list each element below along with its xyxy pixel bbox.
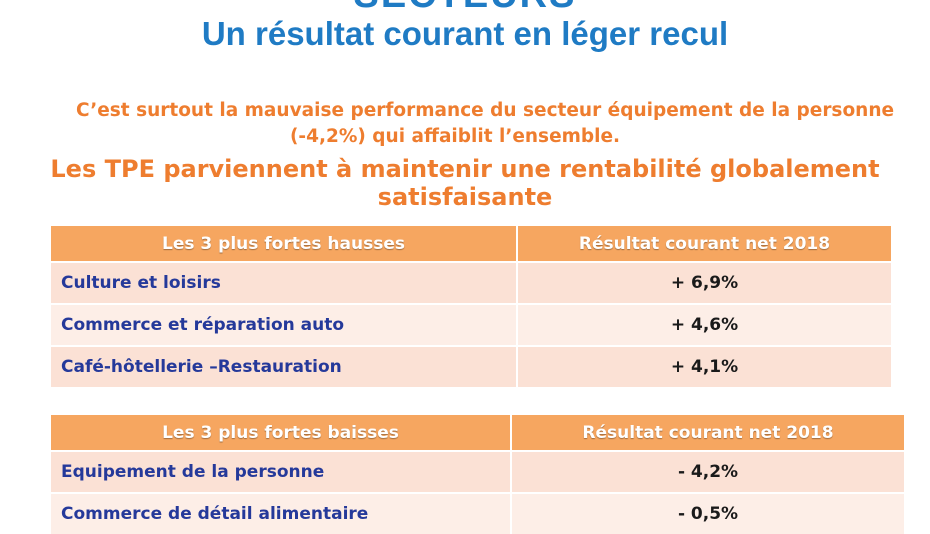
result-value: + 4,6% <box>518 303 891 345</box>
table-row: Commerce et réparation auto + 4,6% <box>51 303 891 345</box>
column-header-result: Résultat courant net 2018 <box>512 415 904 450</box>
column-header-sector: Les 3 plus fortes hausses <box>51 226 518 261</box>
intro-text: C’est surtout la mauvaise performance du… <box>40 98 930 150</box>
sector-label: Culture et loisirs <box>51 261 518 303</box>
sector-label: Commerce de détail alimentaire <box>51 492 512 534</box>
table-header-row: Les 3 plus fortes hausses Résultat coura… <box>51 226 891 261</box>
table-header-row: Les 3 plus fortes baisses Résultat coura… <box>51 415 904 450</box>
result-value: - 0,5% <box>512 492 904 534</box>
sector-label: Equipement de la personne <box>51 450 512 492</box>
table-top-decreases: Les 3 plus fortes baisses Résultat coura… <box>51 415 904 534</box>
slide-top-title: SECTEURS <box>0 0 930 17</box>
sector-label: Café-hôtellerie –Restauration <box>51 345 518 387</box>
table-row: Café-hôtellerie –Restauration + 4,1% <box>51 345 891 387</box>
headline: Les TPE parviennent à maintenir une rent… <box>30 155 900 211</box>
column-header-sector: Les 3 plus fortes baisses <box>51 415 512 450</box>
result-value: - 4,2% <box>512 450 904 492</box>
headline-line-1: Les TPE parviennent à maintenir une rent… <box>50 155 880 183</box>
column-header-result: Résultat courant net 2018 <box>518 226 891 261</box>
table-row: Culture et loisirs + 6,9% <box>51 261 891 303</box>
intro-line-2: (-4,2%) qui affaiblit l’ensemble. <box>289 126 621 147</box>
slide-title: Un résultat courant en léger recul <box>201 15 729 52</box>
result-value: + 4,1% <box>518 345 891 387</box>
result-value: + 6,9% <box>518 261 891 303</box>
intro-line-1: C’est surtout la mauvaise performance du… <box>75 100 895 121</box>
table-row: Commerce de détail alimentaire - 0,5% <box>51 492 904 534</box>
table-top-increases: Les 3 plus fortes hausses Résultat coura… <box>51 226 891 387</box>
table-row: Equipement de la personne - 4,2% <box>51 450 904 492</box>
headline-line-2: satisfaisante <box>377 183 553 211</box>
sector-label: Commerce et réparation auto <box>51 303 518 345</box>
